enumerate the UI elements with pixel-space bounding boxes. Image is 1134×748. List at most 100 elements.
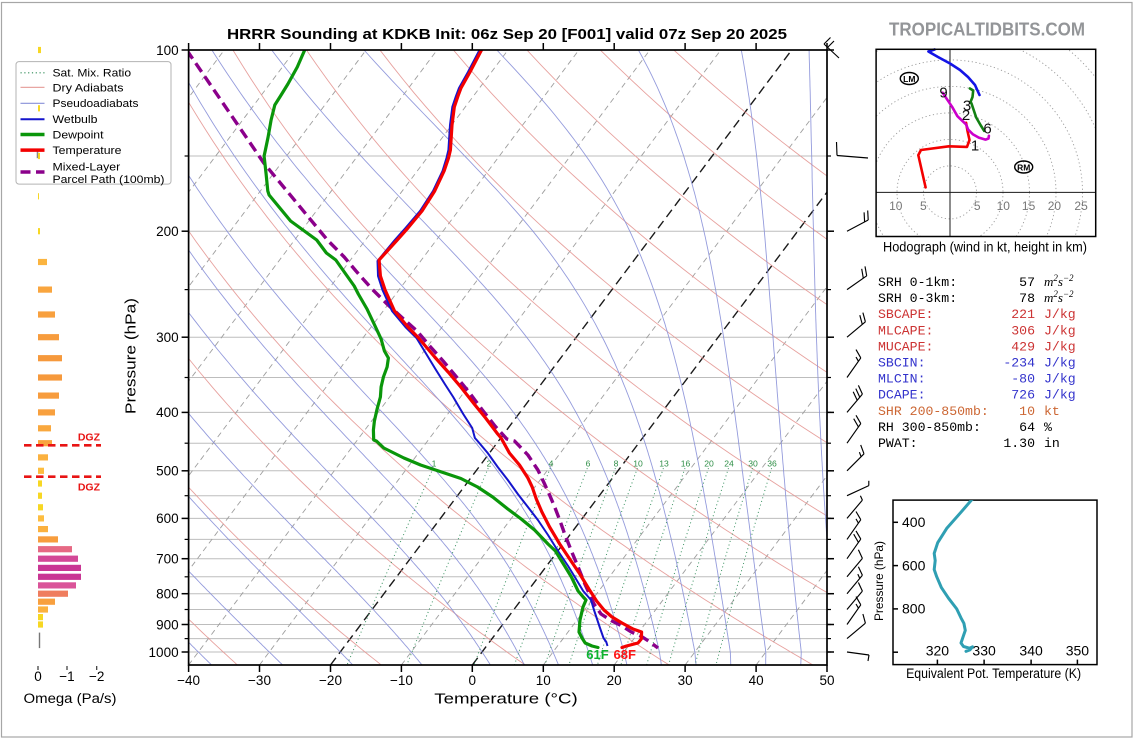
svg-text:J/kg: J/kg <box>1044 356 1076 371</box>
svg-text:SRH 0-1km:: SRH 0-1km: <box>878 275 957 290</box>
svg-text:6: 6 <box>983 121 991 138</box>
svg-text:LM: LM <box>903 74 915 84</box>
svg-text:RM: RM <box>1017 162 1030 172</box>
svg-text:DGZ: DGZ <box>78 432 101 444</box>
svg-text:RH 300-850mb:: RH 300-850mb: <box>878 420 981 435</box>
svg-text:20: 20 <box>704 459 714 469</box>
svg-text:9: 9 <box>939 85 947 102</box>
svg-text:kt: kt <box>1044 404 1060 419</box>
svg-text:J/kg: J/kg <box>1044 339 1076 354</box>
svg-text:330: 330 <box>972 643 996 659</box>
svg-text:SHR 200-850mb:: SHR 200-850mb: <box>878 404 989 419</box>
svg-text:2: 2 <box>962 107 970 124</box>
svg-text:-80: -80 <box>1011 372 1035 387</box>
svg-text:J/kg: J/kg <box>1044 323 1076 338</box>
svg-text:8: 8 <box>614 459 619 469</box>
svg-text:%: % <box>1044 420 1052 435</box>
svg-text:−40: −40 <box>177 673 200 688</box>
svg-text:SBCAPE:: SBCAPE: <box>878 307 933 322</box>
svg-text:340: 340 <box>1019 643 1043 659</box>
svg-text:25: 25 <box>1074 199 1088 213</box>
svg-text:Temperature: Temperature <box>53 145 122 157</box>
svg-text:-234: -234 <box>1003 356 1035 371</box>
svg-text:320: 320 <box>926 643 950 659</box>
svg-text:SRH 0-3km:: SRH 0-3km: <box>878 291 957 306</box>
svg-text:Equivalent Pot. Temperature (K: Equivalent Pot. Temperature (K) <box>906 666 1081 681</box>
svg-text:600: 600 <box>156 511 179 526</box>
svg-text:J/kg: J/kg <box>1044 372 1076 387</box>
svg-text:0: 0 <box>469 673 477 688</box>
svg-text:200: 200 <box>156 224 179 239</box>
svg-text:78: 78 <box>1019 291 1035 306</box>
svg-text:800: 800 <box>156 587 179 602</box>
svg-text:−20: −20 <box>319 673 342 688</box>
svg-text:Temperature (°C): Temperature (°C) <box>434 691 578 708</box>
svg-text:350: 350 <box>1066 643 1090 659</box>
svg-text:MLCIN:: MLCIN: <box>878 372 925 387</box>
svg-text:6: 6 <box>586 459 591 469</box>
svg-text:2: 2 <box>487 459 492 469</box>
svg-text:DGZ: DGZ <box>78 482 101 494</box>
svg-text:100: 100 <box>156 43 179 58</box>
svg-text:TROPICALTIDBITS.COM: TROPICALTIDBITS.COM <box>889 18 1085 39</box>
svg-text:50: 50 <box>819 673 834 688</box>
svg-text:64: 64 <box>1019 420 1035 435</box>
svg-text:5: 5 <box>920 199 927 213</box>
svg-text:300: 300 <box>156 330 179 345</box>
svg-text:10: 10 <box>997 199 1011 213</box>
svg-text:0: 0 <box>34 669 42 684</box>
svg-text:−1: −1 <box>59 669 74 684</box>
svg-text:Pressure (hPa): Pressure (hPa) <box>123 298 140 414</box>
svg-text:PWAT:: PWAT: <box>878 436 918 451</box>
svg-text:800: 800 <box>902 601 926 617</box>
svg-text:1: 1 <box>971 138 979 155</box>
svg-text:1: 1 <box>432 459 437 469</box>
svg-text:600: 600 <box>902 557 926 573</box>
svg-text:20: 20 <box>1048 199 1062 213</box>
svg-text:MLCAPE:: MLCAPE: <box>878 323 933 338</box>
svg-text:Dry Adiabats: Dry Adiabats <box>53 82 125 94</box>
svg-text:13: 13 <box>659 459 669 469</box>
svg-text:1000: 1000 <box>149 645 179 660</box>
svg-text:306: 306 <box>1011 323 1035 338</box>
svg-text:221: 221 <box>1011 307 1035 322</box>
svg-text:J/kg: J/kg <box>1044 388 1076 403</box>
svg-text:10: 10 <box>633 459 643 469</box>
svg-text:30: 30 <box>678 673 693 688</box>
svg-text:Dewpoint: Dewpoint <box>53 129 104 141</box>
svg-text:30: 30 <box>748 459 758 469</box>
svg-text:36: 36 <box>767 459 777 469</box>
svg-text:−30: −30 <box>248 673 271 688</box>
svg-text:3: 3 <box>963 98 971 115</box>
svg-text:Mixed-Layer: Mixed-Layer <box>53 161 121 173</box>
svg-text:400: 400 <box>902 514 926 530</box>
svg-text:700: 700 <box>156 552 179 567</box>
svg-text:−10: −10 <box>390 673 413 688</box>
svg-text:5: 5 <box>974 199 981 213</box>
svg-text:15: 15 <box>1022 199 1036 213</box>
svg-text:429: 429 <box>1011 339 1035 354</box>
svg-text:Omega (Pa/s): Omega (Pa/s) <box>24 691 117 706</box>
svg-text:900: 900 <box>156 617 179 632</box>
svg-text:16: 16 <box>681 459 691 469</box>
svg-text:DCAPE:: DCAPE: <box>878 388 925 403</box>
svg-text:Hodograph (wind in kt, height: Hodograph (wind in kt, height in km) <box>883 240 1087 255</box>
svg-text:1.30: 1.30 <box>1003 436 1035 451</box>
svg-text:24: 24 <box>724 459 734 469</box>
svg-text:10: 10 <box>536 673 551 688</box>
svg-text:10: 10 <box>889 199 903 213</box>
svg-text:−2: −2 <box>89 669 104 684</box>
svg-text:Pseudoadiabats: Pseudoadiabats <box>53 98 140 110</box>
svg-text:61F: 61F <box>586 647 608 662</box>
svg-text:400: 400 <box>156 405 179 420</box>
svg-text:Pressure (hPa): Pressure (hPa) <box>872 541 886 621</box>
svg-text:HRRR Sounding at KDKB Init: 06: HRRR Sounding at KDKB Init: 06z Sep 20 [… <box>227 27 787 43</box>
svg-text:20: 20 <box>607 673 622 688</box>
svg-text:4: 4 <box>549 459 554 469</box>
svg-text:726: 726 <box>1011 388 1035 403</box>
svg-text:57: 57 <box>1019 275 1035 290</box>
svg-text:in: in <box>1044 436 1060 451</box>
svg-text:Wetbulb: Wetbulb <box>53 114 98 126</box>
svg-text:10: 10 <box>1019 404 1035 419</box>
svg-text:500: 500 <box>156 464 179 479</box>
